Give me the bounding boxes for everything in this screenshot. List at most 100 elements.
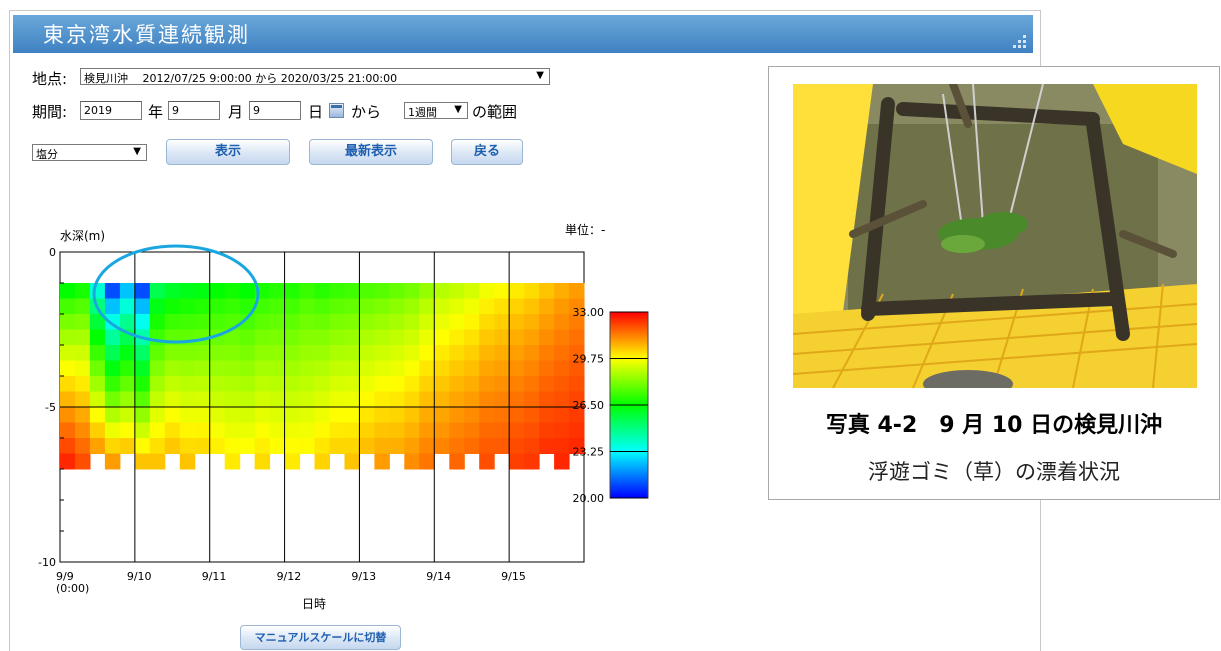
heatmap-cell	[554, 391, 570, 408]
heatmap-cell	[329, 360, 345, 377]
heatmap-cell	[209, 345, 226, 361]
show-button[interactable]: 表示	[166, 139, 290, 165]
heatmap-cell	[539, 376, 555, 392]
manual-scale-button[interactable]: マニュアルスケールに切替	[240, 625, 401, 650]
heatmap-cell	[89, 438, 106, 454]
heatmap-cell	[449, 298, 465, 315]
heatmap-cell	[164, 314, 181, 330]
heatmap-cell	[374, 391, 390, 408]
heatmap-cell	[60, 438, 76, 454]
heatmap-cell	[104, 298, 121, 315]
back-button[interactable]: 戻る	[451, 139, 523, 165]
buoy-photo	[793, 84, 1197, 388]
site-select[interactable]: 検見川沖 2012/07/25 9:00:00 から 2020/03/25 21…	[80, 68, 550, 85]
heatmap-cell	[299, 376, 315, 392]
heatmap-cell	[299, 438, 315, 454]
heatmap-cell	[389, 283, 405, 299]
heatmap-cell	[89, 314, 106, 330]
heatmap-cell	[419, 407, 435, 423]
heatmap-cell	[224, 438, 241, 454]
heatmap-cell	[60, 298, 76, 315]
heatmap-cell	[164, 391, 181, 408]
heatmap-cell	[434, 422, 450, 439]
chevron-down-icon: ▼	[133, 146, 141, 157]
month-input[interactable]: 9	[168, 101, 220, 120]
calendar-icon[interactable]	[329, 103, 344, 118]
heatmap-cell	[539, 314, 555, 330]
heatmap-cell	[554, 314, 570, 330]
heatmap-cell	[179, 438, 196, 454]
heatmap-cell	[494, 360, 510, 377]
heatmap-cell	[104, 376, 121, 392]
heatmap-cell	[434, 345, 450, 361]
heatmap-cell	[569, 391, 585, 408]
heatmap-cell	[284, 391, 301, 408]
heatmap-cell	[419, 376, 435, 392]
heatmap-cell	[299, 329, 315, 346]
heatmap-cell	[104, 407, 121, 423]
heatmap-cell	[239, 283, 256, 299]
photo-caption: 写真 4-2 9 月 10 日の検見川沖	[825, 413, 1163, 438]
heatmap-cell	[75, 376, 91, 392]
heatmap-cell	[60, 391, 76, 408]
heatmap-cell	[419, 283, 435, 299]
heatmap-cell	[494, 407, 510, 423]
heatmap-cell	[389, 376, 405, 392]
item-select[interactable]: 塩分 ▼	[32, 144, 147, 161]
heatmap-cell	[60, 345, 76, 361]
heatmap-cell	[419, 298, 435, 315]
heatmap-cell	[524, 360, 540, 377]
heatmap-cell	[434, 407, 450, 423]
heatmap-cell	[314, 298, 330, 315]
resize-grip-icon[interactable]	[1013, 35, 1027, 49]
heatmap-cell	[194, 298, 211, 315]
heatmap-cell	[134, 314, 151, 330]
heatmap-cell	[344, 407, 360, 423]
heatmap-cell	[104, 329, 121, 346]
heatmap-cell	[479, 453, 495, 470]
heatmap-cell	[149, 329, 166, 346]
range-select[interactable]: 1週間 ▼	[404, 102, 468, 119]
heatmap-cell	[284, 407, 301, 423]
heatmap-cell	[404, 298, 420, 315]
heatmap-cell	[179, 422, 196, 439]
heatmap-cell	[509, 345, 525, 361]
heatmap-cell	[60, 422, 76, 439]
heatmap-cell	[449, 314, 465, 330]
heatmap-cell	[479, 298, 495, 315]
heatmap-cell	[254, 407, 271, 423]
day-input[interactable]: 9	[249, 101, 301, 120]
heatmap-cell	[494, 283, 510, 299]
heatmap-cell	[224, 391, 241, 408]
heatmap-cell	[89, 360, 106, 377]
heatmap-cell	[554, 438, 570, 454]
heatmap-cell	[224, 329, 241, 346]
heatmap-cell	[449, 329, 465, 346]
x-tick-label: 9/14	[426, 570, 451, 583]
colorbar-tick-label: 23.25	[573, 446, 605, 459]
heatmap-cell	[524, 376, 540, 392]
buoy-photo-image	[793, 84, 1197, 388]
heatmap-cell	[104, 422, 121, 439]
heatmap-cell	[164, 407, 181, 423]
heatmap-cell	[359, 391, 375, 408]
heatmap-cell	[494, 376, 510, 392]
heatmap-cell	[314, 314, 330, 330]
heatmap-cell	[464, 283, 480, 299]
year-input[interactable]: 2019	[80, 101, 142, 120]
heatmap-cell	[284, 422, 301, 439]
latest-button[interactable]: 最新表示	[309, 139, 433, 165]
heatmap-cell	[269, 407, 286, 423]
heatmap-cell	[254, 360, 271, 377]
heatmap-cell	[419, 329, 435, 346]
heatmap-cell	[89, 329, 106, 346]
heatmap-cell	[314, 422, 330, 439]
heatmap-cell	[509, 391, 525, 408]
heatmap-cell	[164, 283, 181, 299]
heatmap-cell	[314, 329, 330, 346]
heatmap-cell	[419, 391, 435, 408]
heatmap-cell	[509, 453, 525, 470]
highlight-ellipse	[92, 244, 260, 344]
heatmap-cell	[104, 438, 121, 454]
heatmap-cell	[119, 391, 136, 408]
